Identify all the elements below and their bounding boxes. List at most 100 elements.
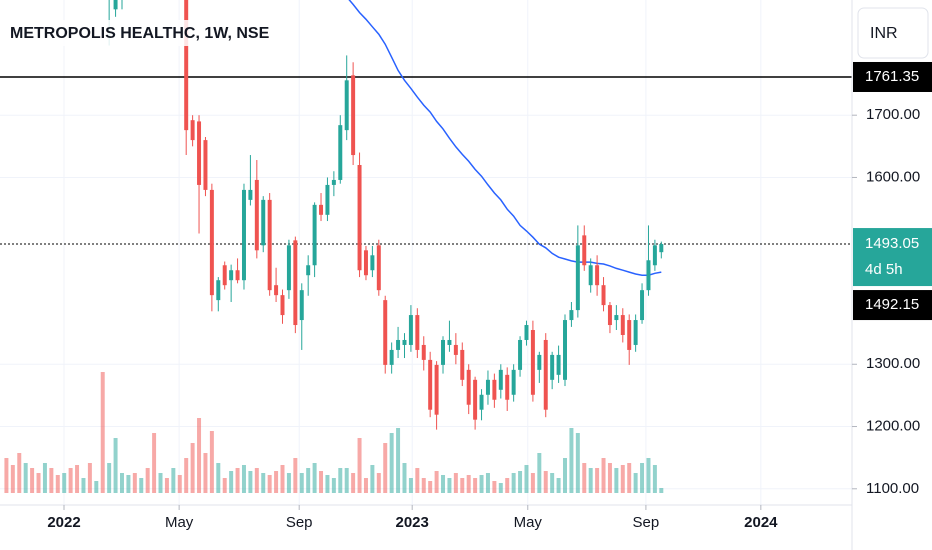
volume-bar bbox=[595, 468, 600, 493]
candle-body bbox=[505, 374, 510, 400]
candle-body bbox=[389, 349, 394, 365]
volume-bar bbox=[10, 465, 15, 493]
candle-body bbox=[376, 245, 381, 291]
volume-bar bbox=[55, 475, 60, 493]
candle-body bbox=[319, 204, 324, 215]
current-price-label: 1493.05 bbox=[865, 235, 919, 252]
candle-body bbox=[466, 369, 471, 405]
x-tick-label: Sep bbox=[286, 514, 313, 531]
volume-bar bbox=[229, 471, 234, 493]
candle-body bbox=[640, 290, 645, 321]
price-badge bbox=[853, 61, 932, 92]
volume-bar bbox=[171, 468, 176, 493]
volume-bar bbox=[646, 458, 651, 493]
candle-body bbox=[261, 199, 266, 246]
volume-bar bbox=[197, 418, 202, 493]
volume-bar bbox=[203, 453, 208, 493]
candle-body bbox=[428, 359, 433, 410]
volume-bar bbox=[537, 453, 542, 493]
volume-bar bbox=[511, 473, 516, 493]
candle-body bbox=[267, 199, 272, 291]
volume-bar bbox=[36, 473, 41, 493]
volume-bar bbox=[338, 468, 343, 493]
volume-bar bbox=[312, 463, 317, 493]
candle-body bbox=[479, 394, 484, 410]
candle-body bbox=[274, 285, 279, 296]
volume-bar bbox=[441, 475, 446, 493]
volume-bar bbox=[267, 475, 272, 493]
currency-label[interactable]: INR bbox=[870, 25, 898, 42]
candle-body bbox=[383, 300, 388, 365]
candle-body bbox=[254, 179, 259, 251]
volume-bar bbox=[280, 465, 285, 493]
grid bbox=[0, 0, 852, 505]
candle-body bbox=[524, 325, 529, 340]
price-label: 1492.15 bbox=[865, 296, 919, 313]
volume-bar bbox=[113, 438, 118, 493]
candle-body bbox=[543, 339, 548, 410]
candle-body bbox=[197, 121, 202, 185]
candle-body bbox=[633, 320, 638, 345]
volume-bar bbox=[94, 481, 99, 493]
currency-button[interactable] bbox=[857, 7, 929, 59]
volume-bar bbox=[152, 433, 157, 493]
bar-countdown: 4d 5h bbox=[865, 261, 903, 278]
candle-body bbox=[453, 344, 458, 355]
current-price-badge bbox=[853, 228, 932, 287]
candle-body bbox=[351, 75, 356, 156]
volume-bar bbox=[518, 471, 523, 493]
volume-bar bbox=[190, 443, 195, 493]
candle-body bbox=[627, 320, 632, 350]
volume-bar bbox=[627, 463, 632, 493]
volume-bar bbox=[524, 465, 529, 493]
volume-bar bbox=[402, 463, 407, 493]
title-backdrop bbox=[6, 20, 246, 46]
chart-title: METROPOLIS HEALTHC, 1W, NSE bbox=[10, 25, 270, 42]
candle-body bbox=[620, 315, 625, 335]
candle-body bbox=[370, 255, 375, 271]
candle-body bbox=[646, 260, 651, 291]
volume-bar bbox=[640, 463, 645, 493]
candle-body bbox=[299, 290, 304, 321]
candles bbox=[108, 0, 664, 430]
candle-body bbox=[447, 339, 452, 345]
x-tick-label: 2022 bbox=[47, 514, 80, 531]
candle-body bbox=[286, 245, 291, 291]
volume-bar bbox=[505, 478, 510, 493]
volume-bar bbox=[119, 473, 124, 493]
candle-body bbox=[344, 80, 349, 131]
volume-bar bbox=[254, 468, 259, 493]
candle-body bbox=[569, 310, 574, 321]
volume-bar bbox=[299, 473, 304, 493]
candle-body bbox=[492, 379, 497, 400]
candle-body bbox=[511, 369, 516, 395]
candle-body bbox=[595, 265, 600, 286]
volume-bar bbox=[286, 473, 291, 493]
volume-bar bbox=[100, 372, 105, 493]
volume-bar bbox=[396, 428, 401, 493]
volume-bar bbox=[75, 465, 80, 493]
volume-bar bbox=[216, 463, 221, 493]
candle-body bbox=[190, 120, 195, 141]
candle-body bbox=[357, 165, 362, 271]
price-badge bbox=[853, 290, 932, 321]
candle-body bbox=[331, 179, 336, 185]
candle-body bbox=[280, 295, 285, 316]
volume-bar bbox=[479, 475, 484, 493]
candle-body bbox=[588, 265, 593, 286]
candle-body bbox=[582, 235, 587, 266]
volume-bar bbox=[434, 471, 439, 493]
candle-body bbox=[652, 245, 657, 266]
x-tick-label: Sep bbox=[633, 514, 660, 531]
candle-body bbox=[293, 240, 298, 326]
volume-bar bbox=[421, 478, 426, 493]
volume-bar bbox=[81, 478, 86, 493]
volume-bar bbox=[363, 478, 368, 493]
volume-bar bbox=[68, 468, 73, 493]
candle-body bbox=[241, 189, 246, 281]
volume-bar bbox=[306, 468, 311, 493]
volume-bar bbox=[23, 463, 28, 493]
moving-average-line bbox=[348, 0, 662, 276]
x-tick-label: 2024 bbox=[744, 514, 778, 531]
